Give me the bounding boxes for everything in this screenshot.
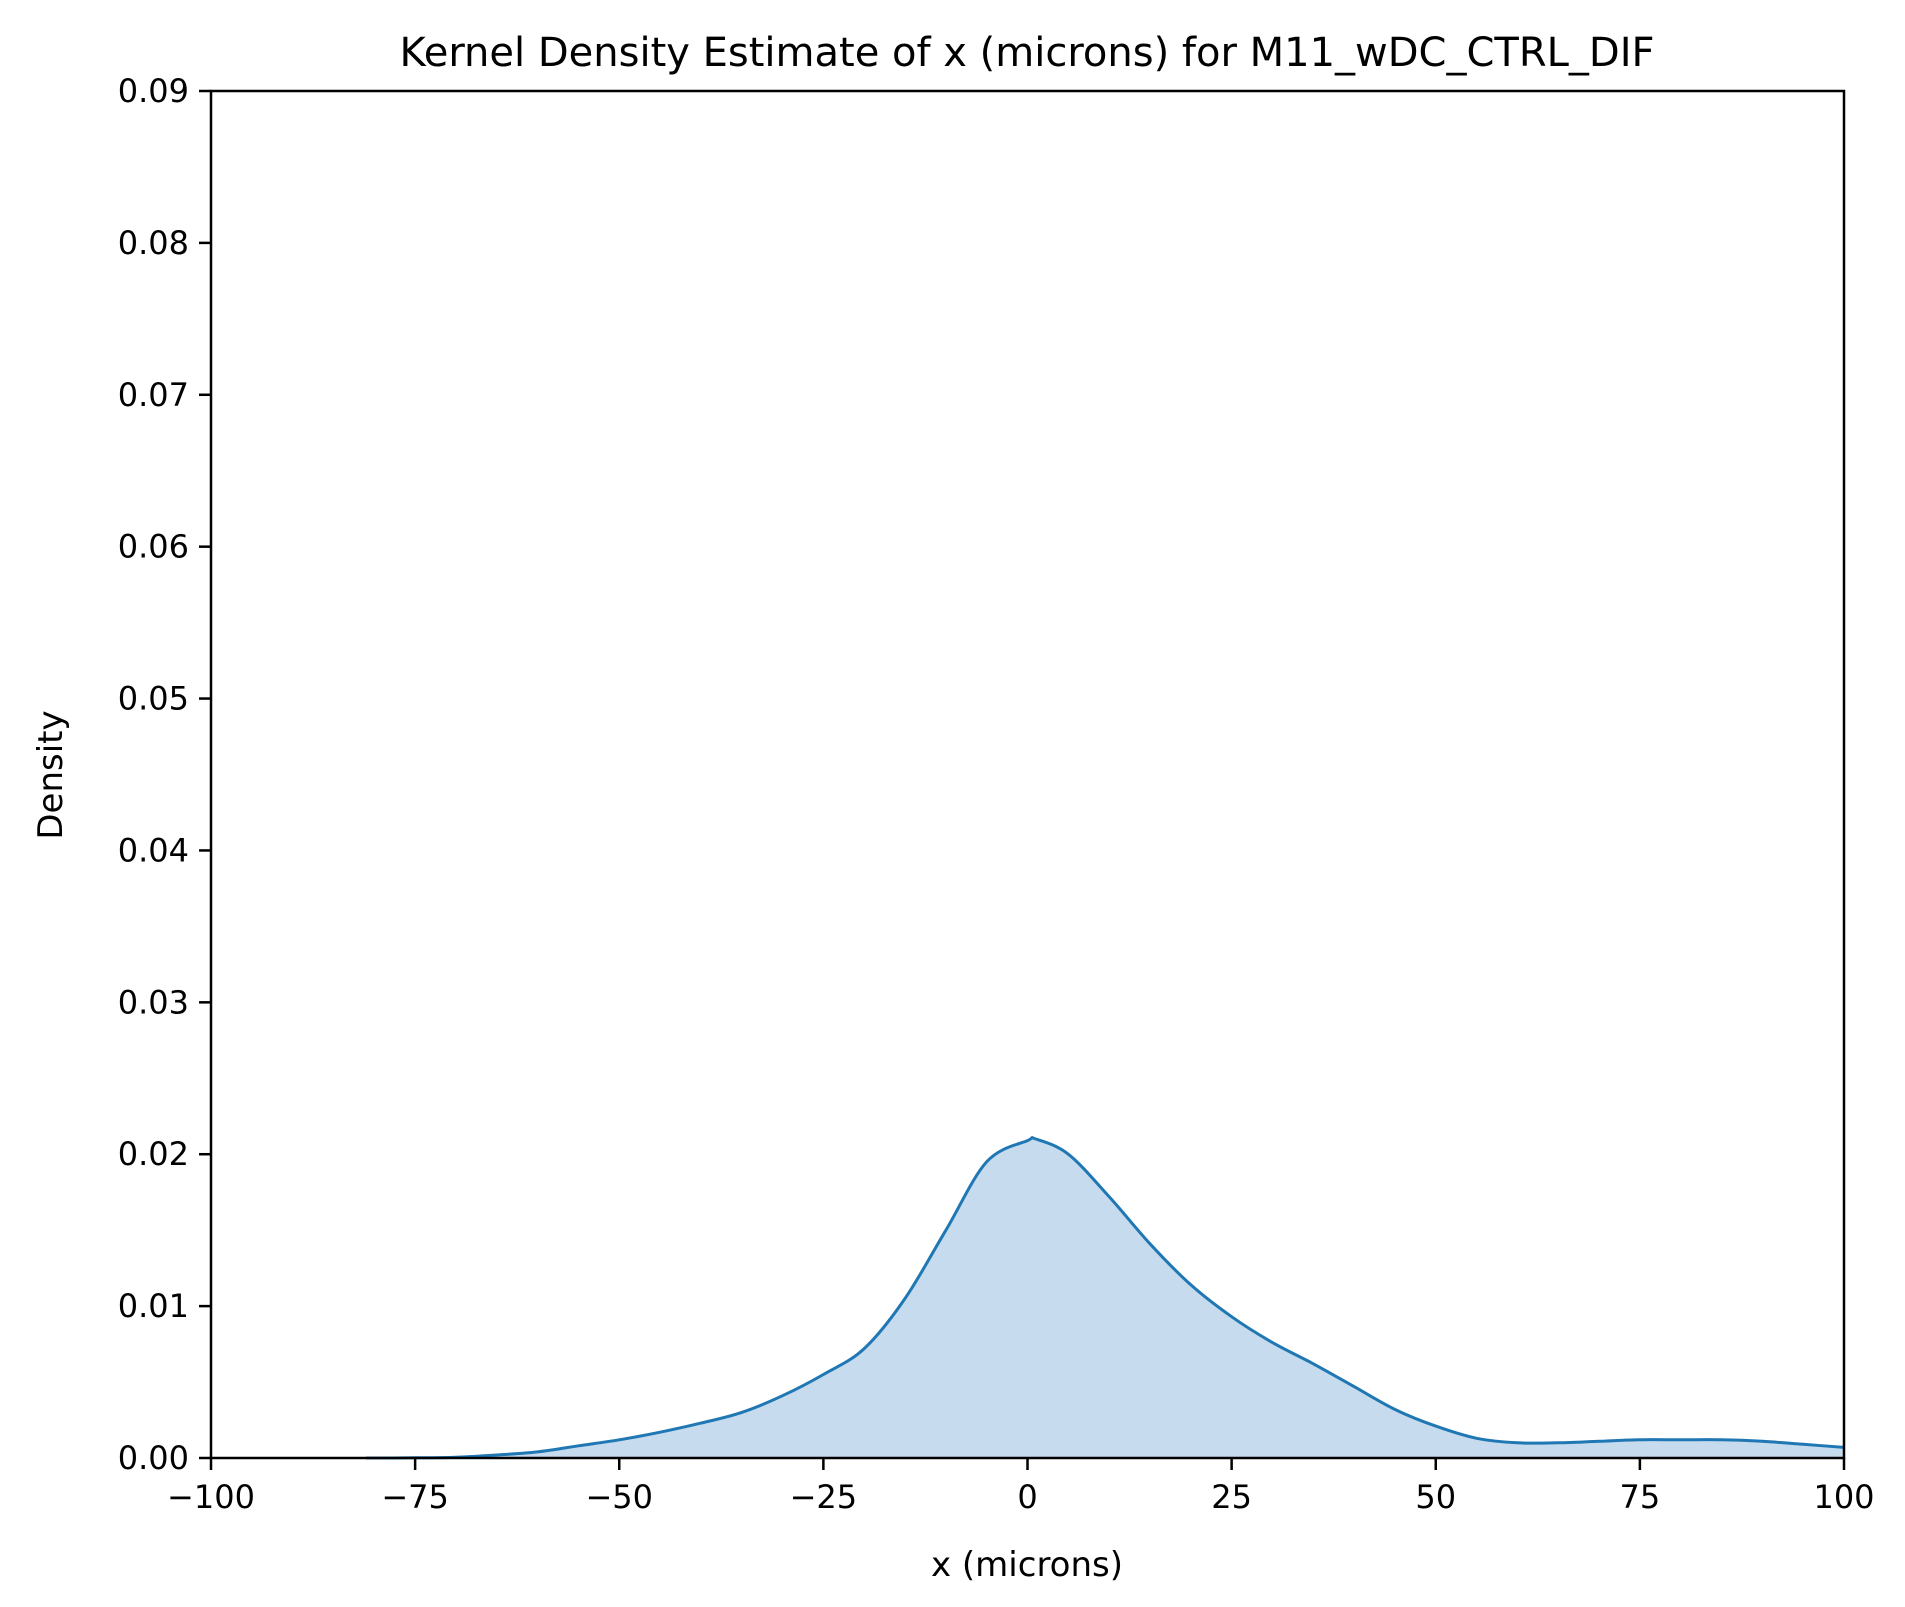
kde-curve-line	[366, 1136, 1845, 1460]
x-tick-label: 25	[1211, 1478, 1252, 1516]
x-tick-label: 0	[1017, 1478, 1037, 1516]
y-tick-label: 0.01	[118, 1287, 189, 1325]
x-tick-label: 75	[1620, 1478, 1661, 1516]
y-tick-label: 0.05	[118, 680, 189, 718]
kde-fill-area	[366, 1137, 1845, 1458]
y-tick-label: 0.07	[118, 376, 189, 414]
y-tick-label: 0.00	[118, 1439, 189, 1477]
x-axis-ticks: −100 −75 −50 −25 0 25 50 75 100	[167, 1458, 1875, 1516]
y-tick-label: 0.09	[118, 72, 189, 110]
y-axis-ticks: 0.00 0.01 0.02 0.03 0.04 0.05 0.06 0.07 0.08 0.09	[118, 72, 211, 1477]
x-tick-label: −100	[167, 1478, 255, 1516]
x-tick-label: −50	[585, 1478, 653, 1516]
x-tick-label: 100	[1813, 1478, 1874, 1516]
plot-area	[366, 1136, 1845, 1460]
x-tick-label: −75	[381, 1478, 449, 1516]
x-tick-label: 50	[1415, 1478, 1456, 1516]
chart-title: Kernel Density Estimate of x (microns) f…	[399, 30, 1654, 76]
x-tick-label: −25	[790, 1478, 858, 1516]
y-tick-label: 0.02	[118, 1135, 189, 1173]
y-tick-label: 0.06	[118, 528, 189, 566]
y-tick-label: 0.03	[118, 983, 189, 1021]
x-axis-label: x (microns)	[931, 1545, 1123, 1585]
y-tick-label: 0.04	[118, 831, 189, 869]
y-axis-label: Density	[31, 710, 71, 839]
y-tick-label: 0.08	[118, 224, 189, 262]
